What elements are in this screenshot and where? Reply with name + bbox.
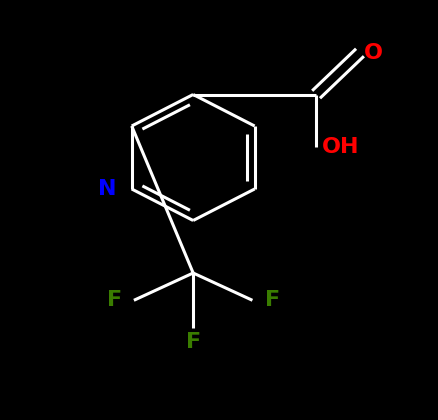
Text: N: N — [98, 179, 117, 199]
Text: F: F — [185, 332, 200, 352]
Text: F: F — [106, 290, 121, 310]
Text: O: O — [363, 42, 382, 63]
Text: OH: OH — [321, 137, 358, 157]
Text: F: F — [264, 290, 279, 310]
